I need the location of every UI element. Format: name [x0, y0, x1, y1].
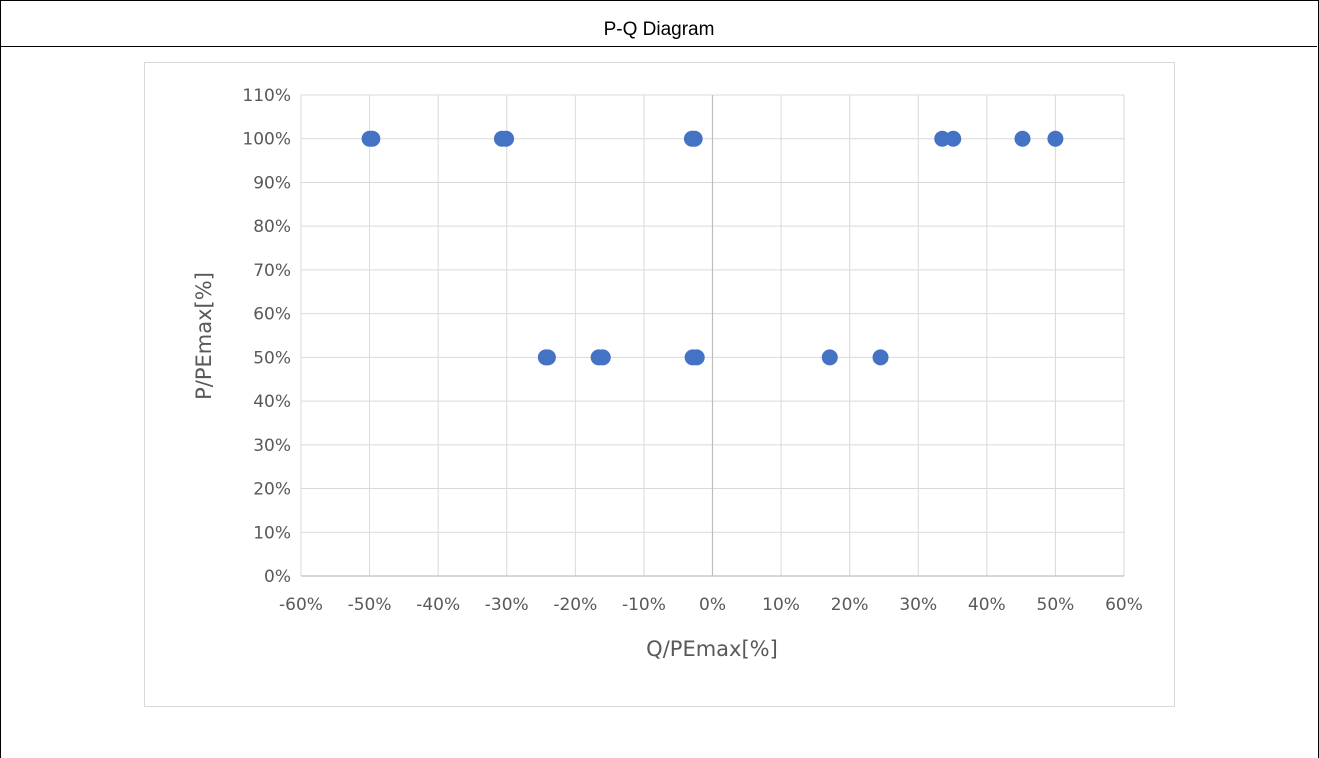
data-point [688, 349, 705, 366]
data-point [872, 349, 889, 366]
data-point [1047, 130, 1064, 147]
x-tick-label: 30% [899, 595, 937, 615]
y-tick-label: 110% [242, 86, 291, 106]
y-tick-label: 10% [253, 523, 291, 543]
y-tick-label: 70% [253, 261, 291, 281]
x-tick-label: 10% [762, 595, 800, 615]
x-tick-label: 50% [1037, 595, 1075, 615]
y-axis-title: P/PEmax[%] [192, 272, 216, 400]
page-title: P-Q Diagram [603, 19, 715, 40]
x-tick-labels: -60% -50% -40% -30% -20% -10% 0% 10% 20% 30% 40% 50… [279, 595, 1143, 615]
x-tick-label: -60% [279, 595, 323, 615]
x-tick-label: -30% [485, 595, 529, 615]
x-tick-label: -20% [553, 595, 597, 615]
x-tick-label: 60% [1105, 595, 1143, 615]
x-tick-label: 20% [831, 595, 869, 615]
x-tick-label: 40% [968, 595, 1006, 615]
data-point [498, 130, 515, 147]
y-tick-label: 50% [253, 348, 291, 368]
data-points [361, 130, 1064, 366]
y-tick-label: 30% [253, 436, 291, 456]
data-point [945, 130, 962, 147]
y-tick-label: 90% [253, 173, 291, 193]
y-tick-label: 60% [253, 305, 291, 325]
y-tick-label: 80% [253, 217, 291, 237]
x-tick-label: -40% [416, 595, 460, 615]
x-tick-label: -10% [622, 595, 666, 615]
data-point [539, 349, 556, 366]
x-tick-label: 0% [699, 595, 726, 615]
x-tick-label: -50% [348, 595, 392, 615]
header-row: P-Q Diagram [1, 0, 1317, 47]
y-tick-label: 0% [264, 567, 291, 587]
data-point [1014, 130, 1031, 147]
data-point [821, 349, 838, 366]
data-point [934, 130, 951, 147]
y-tick-label: 40% [253, 392, 291, 412]
data-point [364, 130, 381, 147]
chart-area [144, 62, 1175, 707]
y-tick-label: 20% [253, 480, 291, 500]
data-point [686, 130, 703, 147]
data-point [594, 349, 611, 366]
axes [301, 95, 1124, 577]
y-tick-labels: 0% 10% 20% 30% 40% 50% 60% 70% 80% 90% 100% 110% [242, 86, 291, 587]
x-axis-title: Q/PEmax[%] [646, 637, 778, 661]
y-tick-label: 100% [242, 130, 291, 150]
